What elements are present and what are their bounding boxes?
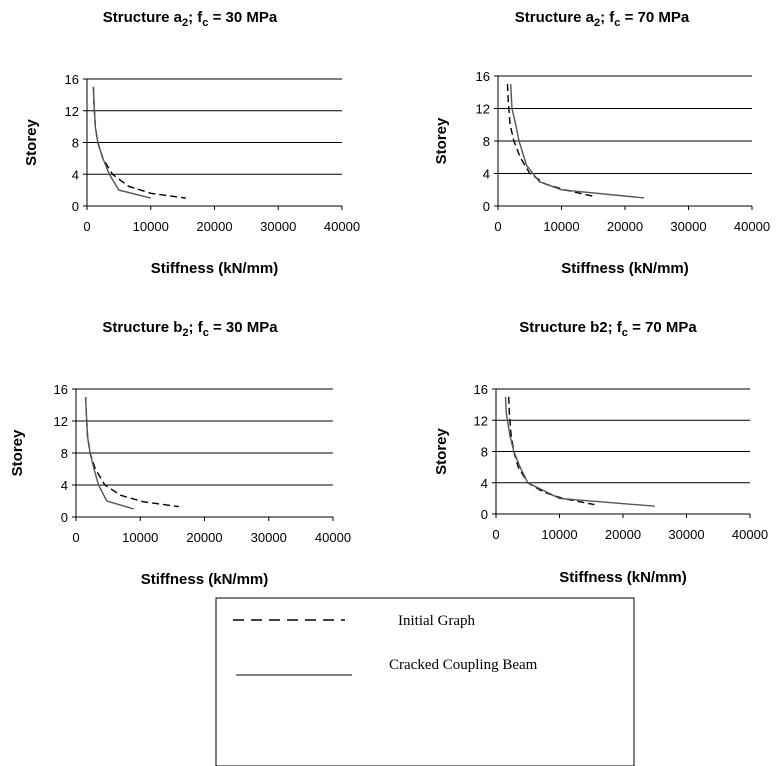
title-text: ; f bbox=[189, 319, 204, 336]
title-text: Structure b bbox=[102, 319, 182, 336]
y-tick-label: 4 bbox=[481, 476, 488, 491]
y-axis-label: Storey bbox=[9, 429, 26, 476]
y-tick-label: 4 bbox=[483, 167, 490, 182]
y-tick-label: 0 bbox=[483, 199, 490, 214]
y-axis-label: Storey bbox=[23, 119, 40, 166]
y-tick-label: 16 bbox=[474, 382, 488, 397]
series-line-initial-graph bbox=[508, 396, 595, 506]
y-tick-label: 12 bbox=[474, 413, 488, 428]
x-tick-label: 0 bbox=[72, 530, 79, 545]
x-tick-label: 40000 bbox=[315, 530, 351, 545]
y-tick-label: 12 bbox=[476, 102, 490, 117]
y-tick-label: 12 bbox=[65, 104, 79, 119]
title-subscript: c bbox=[614, 17, 620, 29]
y-tick-label: 12 bbox=[54, 414, 68, 429]
title-text: = 70 MPa bbox=[628, 319, 697, 336]
series-line-cracked-coupling-beam bbox=[84, 396, 134, 510]
title-text: ; f bbox=[600, 9, 615, 26]
title-subscript: c bbox=[203, 327, 209, 339]
chart-title: Structure b2; fc = 70 MPa bbox=[519, 319, 697, 339]
chart-panel-4: Structure b2; fc = 70 MPa 0 4 8 12 16 0 10000 20… bbox=[433, 319, 768, 586]
y-tick-label: 8 bbox=[483, 134, 490, 149]
chart-title: Structure a2; fc = 30 MPa bbox=[103, 9, 278, 29]
x-tick-label: 30000 bbox=[260, 219, 296, 234]
series-line-cracked-coupling-beam bbox=[510, 84, 645, 199]
x-axis-label: Stiffness (kN/mm) bbox=[141, 571, 269, 588]
title-text: = 70 MPa bbox=[620, 9, 689, 26]
x-tick-label: 30000 bbox=[251, 530, 287, 545]
title-subscript: 2 bbox=[182, 17, 188, 29]
series-line-initial-graph bbox=[506, 84, 594, 197]
title-text: Structure a bbox=[103, 9, 183, 26]
x-tick-label: 40000 bbox=[732, 527, 768, 542]
chart-panel-1: Structure a2; fc = 30 MPa 0 4 8 12 16 0 10000 20… bbox=[23, 9, 360, 277]
x-tick-label: 10000 bbox=[541, 527, 577, 542]
y-tick-label: 8 bbox=[61, 446, 68, 461]
title-subscript: c bbox=[202, 17, 208, 29]
x-tick-label: 20000 bbox=[186, 530, 222, 545]
series-line-initial-graph bbox=[84, 396, 179, 508]
x-tick-label: 30000 bbox=[670, 219, 706, 234]
legend-box bbox=[215, 597, 635, 766]
legend-label-cracked-coupling-beam: Cracked Coupling Beam bbox=[389, 657, 538, 673]
x-axis-label: Stiffness (kN/mm) bbox=[559, 569, 687, 586]
x-tick-label: 0 bbox=[492, 527, 499, 542]
x-tick-label: 10000 bbox=[133, 219, 169, 234]
y-tick-label: 4 bbox=[61, 478, 68, 493]
title-text: = 30 MPa bbox=[208, 9, 277, 26]
title-subscript: c bbox=[622, 327, 628, 339]
x-tick-label: 0 bbox=[494, 219, 501, 234]
x-tick-label: 10000 bbox=[122, 530, 158, 545]
chart-title: Structure b2; fc = 30 MPa bbox=[102, 319, 278, 339]
x-tick-label: 40000 bbox=[734, 219, 770, 234]
x-axis-label: Stiffness (kN/mm) bbox=[561, 260, 689, 277]
x-axis-label: Stiffness (kN/mm) bbox=[151, 260, 279, 277]
y-tick-label: 16 bbox=[476, 69, 490, 84]
x-tick-label: 20000 bbox=[196, 219, 232, 234]
series-line-cracked-coupling-beam bbox=[92, 86, 151, 199]
y-tick-label: 0 bbox=[481, 507, 488, 522]
chart-title: Structure a2; fc = 70 MPa bbox=[515, 9, 690, 29]
y-tick-label: 16 bbox=[65, 72, 79, 87]
title-text: Structure b2; f bbox=[519, 319, 623, 336]
title-text: ; f bbox=[188, 9, 203, 26]
y-tick-label: 0 bbox=[72, 199, 79, 214]
y-tick-label: 0 bbox=[61, 510, 68, 525]
y-tick-label: 8 bbox=[72, 136, 79, 151]
x-tick-label: 40000 bbox=[324, 219, 360, 234]
x-tick-label: 20000 bbox=[607, 219, 643, 234]
y-tick-label: 16 bbox=[54, 382, 68, 397]
y-axis-label: Storey bbox=[433, 428, 450, 475]
y-tick-label: 8 bbox=[481, 445, 488, 460]
y-tick-label: 4 bbox=[72, 167, 79, 182]
x-tick-label: 20000 bbox=[605, 527, 641, 542]
series-line-cracked-coupling-beam bbox=[504, 396, 655, 507]
y-axis-label: Storey bbox=[433, 117, 450, 164]
title-subscript: 2 bbox=[594, 17, 600, 29]
x-tick-label: 30000 bbox=[668, 527, 704, 542]
title-text: Structure a bbox=[515, 9, 595, 26]
x-tick-label: 10000 bbox=[543, 219, 579, 234]
legend-label-initial-graph: Initial Graph bbox=[398, 613, 476, 629]
title-text: = 30 MPa bbox=[209, 319, 278, 336]
chart-panel-2: Structure a2; fc = 70 MPa 0 4 8 12 16 0 10000 20… bbox=[433, 9, 770, 277]
legend: Initial Graph Cracked Coupling Beam bbox=[215, 597, 635, 766]
chart-panel-3: Structure b2; fc = 30 MPa 0 4 8 12 16 0 10000 20… bbox=[9, 319, 351, 588]
x-tick-label: 0 bbox=[83, 219, 90, 234]
title-subscript: 2 bbox=[182, 327, 188, 339]
